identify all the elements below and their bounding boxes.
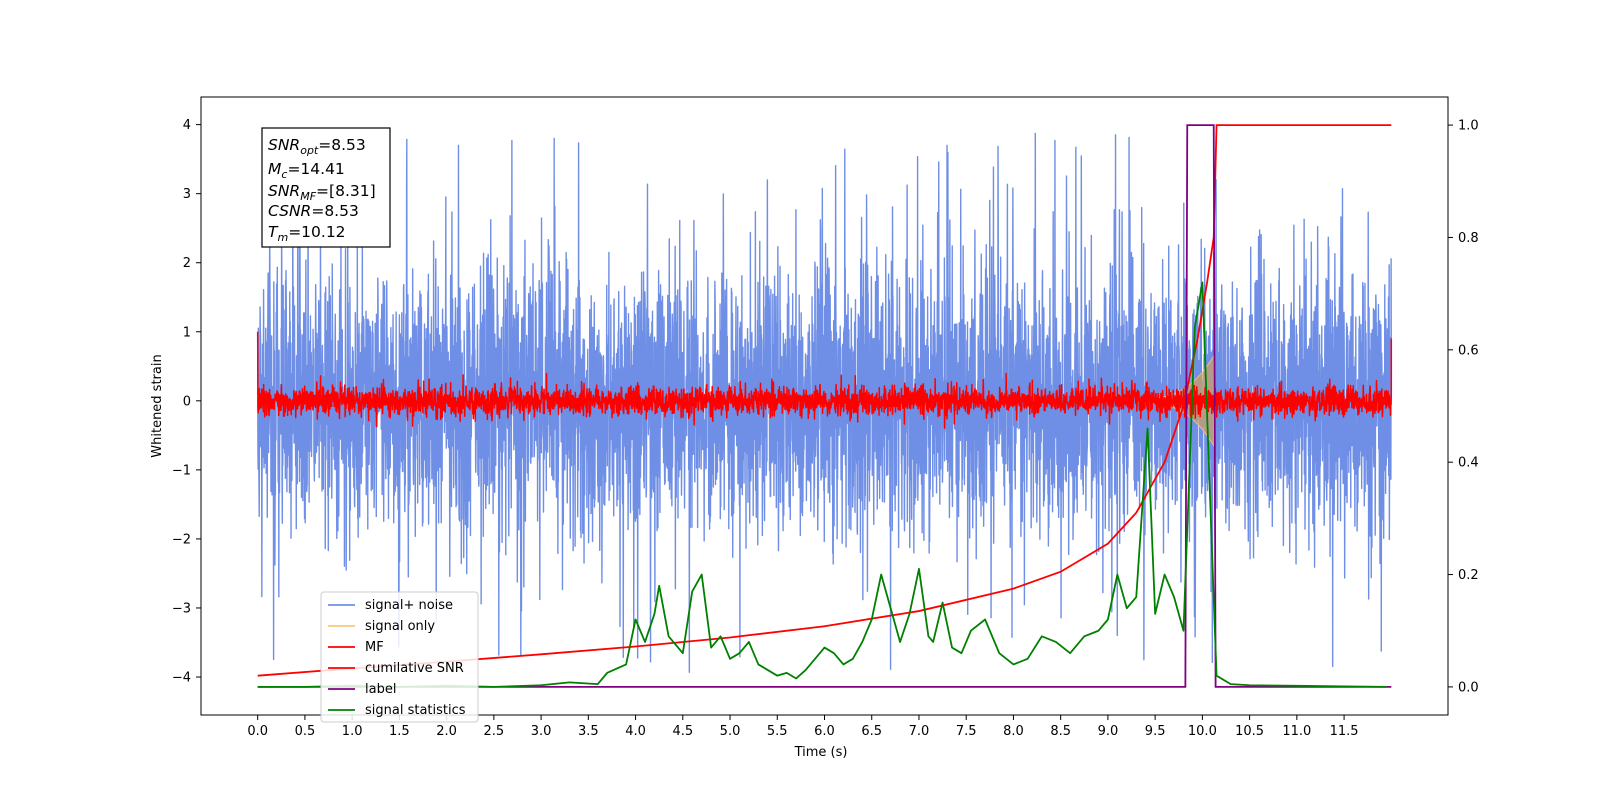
legend-label-label: label: [365, 682, 396, 697]
x-tick-label: 1.5: [389, 724, 410, 739]
x-tick-label: 8.0: [1003, 724, 1024, 739]
info-box: SNRopt=8.53 Mc=14.41 SNRMF=[8.31] CSNR=8…: [261, 127, 391, 248]
x-tick-label: 8.5: [1050, 724, 1071, 739]
y2-tick-label: 0.6: [1458, 343, 1479, 358]
x-tick-label: 1.0: [342, 724, 363, 739]
x-tick-label: 0.5: [295, 724, 316, 739]
x-tick-label: 4.0: [625, 724, 646, 739]
x-tick-label: 0.0: [247, 724, 268, 739]
info-csnr: CSNR=8.53: [268, 202, 359, 220]
y-tick-label: −4: [172, 671, 191, 686]
y-tick-label: 1: [183, 325, 191, 340]
x-tick-label: 7.5: [956, 724, 977, 739]
plot-area: [200, 96, 1449, 716]
x-tick-label: 6.0: [814, 724, 835, 739]
y-axis-label: Whitened strain: [150, 354, 165, 457]
y2-tick-label: 0.0: [1458, 680, 1479, 695]
info-tm: Tm=10.12: [268, 223, 346, 244]
x-tick-label: 3.0: [531, 724, 552, 739]
plot-lines: [256, 124, 1393, 688]
legend-label-signal-statistics: signal statistics: [365, 703, 466, 718]
x-tick-label: 2.5: [484, 724, 505, 739]
y-tick-label: −2: [172, 532, 191, 547]
y-axis-right: 1.0 0.8 0.6 0.4 0.2 0.0: [1448, 119, 1479, 695]
x-tick-label: 3.5: [578, 724, 599, 739]
x-tick-label: 11.0: [1282, 724, 1311, 739]
legend-label-signal-only: signal only: [365, 619, 435, 634]
x-tick-label: 11.5: [1330, 724, 1359, 739]
series-cumilative-snr: [257, 124, 1392, 677]
y-tick-label: −3: [172, 601, 191, 616]
x-tick-label: 5.5: [767, 724, 788, 739]
x-tick-label: 6.5: [861, 724, 882, 739]
series-signal-noise: [256, 132, 1393, 673]
x-tick-label: 10.5: [1235, 724, 1264, 739]
x-tick-label: 4.5: [672, 724, 693, 739]
x-tick-label: 2.0: [436, 724, 457, 739]
info-snr-mf: SNRMF=[8.31]: [268, 182, 376, 203]
y-tick-label: 3: [183, 187, 191, 202]
x-tick-label: 7.0: [909, 724, 930, 739]
info-box-frame: [261, 127, 391, 248]
x-axis: 0.0 0.5 1.0 1.5 2.0 2.5 3.0 3.5 4.0 4.5 5.0 5.5 6.0 6…: [247, 715, 1359, 739]
legend: signal+ noise signal only MF cumilative …: [320, 591, 479, 723]
x-tick-label: 10.0: [1188, 724, 1217, 739]
legend-label-signal-noise: signal+ noise: [365, 598, 453, 613]
y2-tick-label: 0.4: [1458, 456, 1479, 471]
y-tick-label: 4: [183, 118, 191, 133]
series-mf: [256, 331, 1393, 429]
y-axis-left: 4 3 2 1 0 −1 −2 −3 −4: [172, 118, 201, 686]
info-mc: Mc=14.41: [268, 160, 345, 181]
legend-label-cumilative-snr: cumilative SNR: [365, 661, 464, 676]
y-tick-label: 0: [183, 394, 191, 409]
series-signal-statistics: [257, 281, 1387, 688]
y2-tick-label: 0.8: [1458, 231, 1479, 246]
y-tick-label: −1: [172, 463, 191, 478]
series-label: [257, 124, 1392, 688]
legend-frame: [320, 591, 479, 723]
y-tick-label: 2: [183, 256, 191, 271]
x-axis-label: Time (s): [794, 745, 848, 760]
info-snr-opt: SNRopt=8.53: [268, 136, 366, 157]
legend-label-mf: MF: [365, 640, 384, 655]
y2-tick-label: 1.0: [1458, 119, 1479, 134]
x-tick-label: 5.0: [720, 724, 741, 739]
x-tick-label: 9.5: [1145, 724, 1166, 739]
y2-tick-label: 0.2: [1458, 568, 1479, 583]
x-tick-label: 9.0: [1098, 724, 1119, 739]
